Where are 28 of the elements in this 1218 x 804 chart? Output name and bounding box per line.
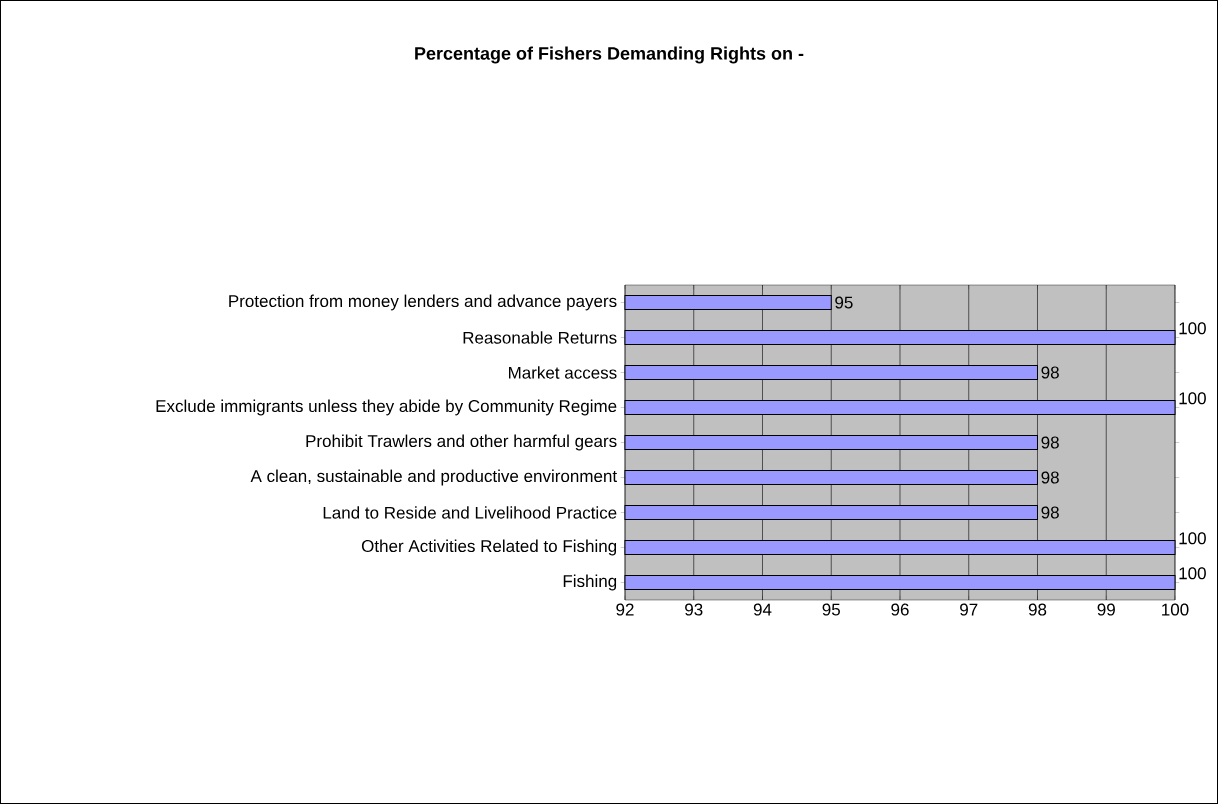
y-tick-label: Fishing	[563, 574, 617, 591]
x-tick-label: 98	[1028, 603, 1047, 616]
data-label: 98	[1041, 436, 1059, 449]
x-tick-label: 96	[891, 603, 909, 616]
data-label: 98	[1041, 366, 1059, 379]
y-tick-label: Market access	[509, 366, 617, 379]
data-label: 100	[1179, 392, 1206, 405]
data-label: 95	[835, 296, 853, 309]
x-tick-label: 99	[1097, 603, 1115, 616]
y-tick-label: Prohibit Trawlers and other harmful gears	[306, 434, 617, 451]
x-tick-label: 93	[685, 603, 703, 616]
data-label: 98	[1041, 471, 1059, 484]
y-tick-label: Reasonable Returns	[463, 331, 617, 344]
x-tick-label: 100	[1162, 603, 1189, 616]
data-label: 100	[1179, 532, 1206, 545]
chart-title: Percentage of Fishers Demanding Rights on -	[415, 46, 804, 64]
y-tick-label: Exclude immigrants unless they abide by Community Regime	[156, 399, 617, 416]
x-tick-label: 92	[616, 603, 634, 616]
y-tick-label: A clean, sustainable and productive environment	[250, 469, 617, 486]
x-tick-label: 94	[753, 603, 772, 616]
data-label: 100	[1179, 322, 1206, 335]
data-label: 100	[1179, 567, 1206, 580]
y-tick-label: Other Activities Related to Fishing	[361, 539, 617, 556]
y-tick-label: Land to Reside and Livelihood Practice	[323, 506, 617, 519]
data-label: 98	[1041, 506, 1059, 519]
x-tick-label: 95	[822, 603, 840, 616]
y-tick-label: Protection from money lenders and advance payers	[229, 294, 617, 311]
x-tick-label: 97	[960, 603, 978, 616]
